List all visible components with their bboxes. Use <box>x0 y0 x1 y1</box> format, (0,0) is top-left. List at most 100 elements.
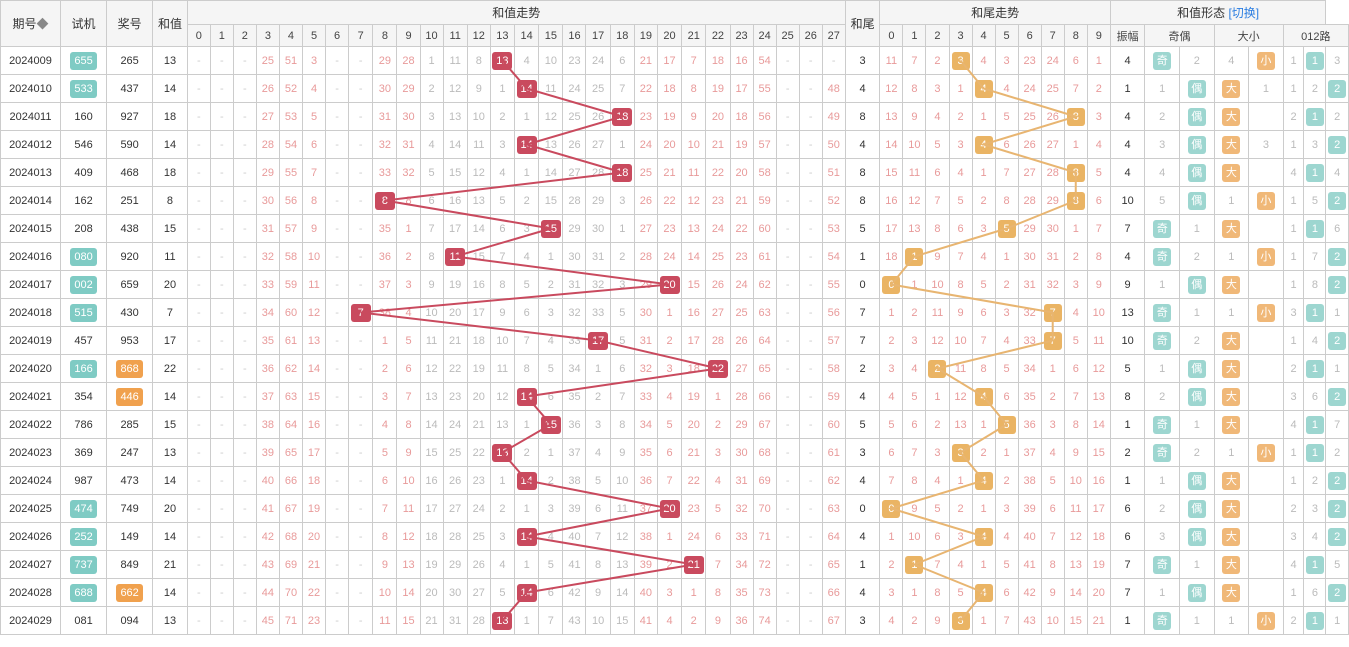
trend-cell: 38 <box>563 467 586 495</box>
trend-cell: 23 <box>682 495 706 523</box>
trend-cell: - <box>233 271 256 299</box>
zhenfu: 4 <box>1110 243 1145 271</box>
trend-cell: 16 <box>682 299 706 327</box>
jiou-ji-miss: 3 <box>1145 523 1180 551</box>
trend-col-22: 22 <box>706 25 730 47</box>
trend-cell: - <box>799 495 822 523</box>
trend-cell: 36 <box>634 467 657 495</box>
trend-cell: 31 <box>634 327 657 355</box>
trend-cell: 56 <box>753 103 776 131</box>
trend-cell: - <box>210 47 233 75</box>
trend-cell: 67 <box>822 607 845 635</box>
trend-cell: 13 <box>420 383 443 411</box>
heiwei: 3 <box>845 47 880 75</box>
daxiao-da: 大 <box>1214 131 1249 159</box>
trend-col-10: 10 <box>420 25 443 47</box>
trend-cell: 4 <box>373 411 397 439</box>
trend-cell: 12 <box>610 523 634 551</box>
trend-cell: 2 <box>490 495 514 523</box>
tail-cell: 7 <box>1064 383 1087 411</box>
trend-cell: 60 <box>753 215 776 243</box>
trend-cell: 18 <box>420 523 443 551</box>
period: 2024026 <box>1 523 61 551</box>
trend-cell: 6 <box>539 579 563 607</box>
trend-cell: 31 <box>730 467 753 495</box>
lu012-2: 2 <box>1326 103 1349 131</box>
trend-cell: 29 <box>634 271 657 299</box>
switch-link[interactable]: [切换] <box>1228 6 1259 20</box>
period: 2024020 <box>1 355 61 383</box>
trend-cell: 39 <box>256 439 279 467</box>
trend-cell: 14 <box>302 355 325 383</box>
trend-cell: 7 <box>539 607 563 635</box>
trend-cell: 1 <box>515 607 539 635</box>
trend-cell: 7 <box>302 159 325 187</box>
trend-cell: 29 <box>373 47 397 75</box>
tail-cell: 12 <box>1064 523 1087 551</box>
trend-cell: 9 <box>302 215 325 243</box>
tail-cell: 10 <box>949 327 972 355</box>
trend-cell: 20 <box>467 383 490 411</box>
heiwei: 4 <box>845 75 880 103</box>
trend-cell: 63 <box>822 495 845 523</box>
trend-cell: 5 <box>420 159 443 187</box>
trend-cell: 22 <box>443 355 467 383</box>
tail-cell: 4 <box>995 523 1018 551</box>
trend-cell: 28 <box>443 523 467 551</box>
trend-col-7: 7 <box>349 25 373 47</box>
trend-cell: 36 <box>730 607 753 635</box>
trend-cell: 9 <box>373 551 397 579</box>
trend-cell: - <box>233 551 256 579</box>
trend-cell: 65 <box>279 439 302 467</box>
tail-cell: 7 <box>926 187 949 215</box>
trend-cell: 3 <box>657 355 681 383</box>
daxiao-da: 大 <box>1214 579 1249 607</box>
trend-cell: 1 <box>515 495 539 523</box>
jiou-ji: 奇 <box>1145 607 1180 635</box>
trend-cell: 6 <box>610 355 634 383</box>
trend-cell: 27 <box>256 103 279 131</box>
tail-cell: 8 <box>1087 243 1110 271</box>
award: 659 <box>107 271 153 299</box>
trend-cell: 1 <box>610 215 634 243</box>
trend-cell: 69 <box>279 551 302 579</box>
col-period[interactable]: 期号◆ <box>1 1 61 47</box>
tail-cell: 8 <box>1041 551 1064 579</box>
trend-cell: - <box>799 243 822 271</box>
tail-cell: 3 <box>926 75 949 103</box>
trend-cell: - <box>326 495 349 523</box>
period: 2024023 <box>1 439 61 467</box>
tail-cell: 43 <box>1018 607 1041 635</box>
heiwei: 4 <box>845 523 880 551</box>
trend-cell: 31 <box>586 243 610 271</box>
daxiao-da: 大 <box>1214 495 1249 523</box>
trend-cell: 5 <box>610 299 634 327</box>
tail-col-0: 0 <box>880 25 903 47</box>
trend-cell: 4 <box>420 131 443 159</box>
jiou-ou: 偶 <box>1179 355 1214 383</box>
tail-cell: 17 <box>1087 495 1110 523</box>
tail-cell: 1 <box>880 523 903 551</box>
shiji: 080 <box>60 243 106 271</box>
lu012-1: 8 <box>1304 271 1326 299</box>
trend-cell: 1 <box>515 103 539 131</box>
trend-cell: - <box>210 467 233 495</box>
trend-cell: - <box>776 47 799 75</box>
trend-cell: 73 <box>753 579 776 607</box>
trend-cell: 22 <box>467 439 490 467</box>
tail-cell: 2 <box>880 551 903 579</box>
trend-cell: 5 <box>302 103 325 131</box>
trend-cell: 21 <box>682 551 706 579</box>
period: 2024019 <box>1 327 61 355</box>
col-012: 012路 <box>1283 25 1348 47</box>
lu012-0: 2 <box>1283 103 1304 131</box>
award: 468 <box>107 159 153 187</box>
trend-cell: - <box>776 271 799 299</box>
trend-cell: 10 <box>302 243 325 271</box>
tail-cell: 7 <box>926 551 949 579</box>
trend-cell: 61 <box>822 439 845 467</box>
tail-cell: 5 <box>880 411 903 439</box>
trend-cell: 8 <box>397 187 420 215</box>
jiou-ou-miss: 2 <box>1179 439 1214 467</box>
lu012-0: 1 <box>1283 579 1304 607</box>
